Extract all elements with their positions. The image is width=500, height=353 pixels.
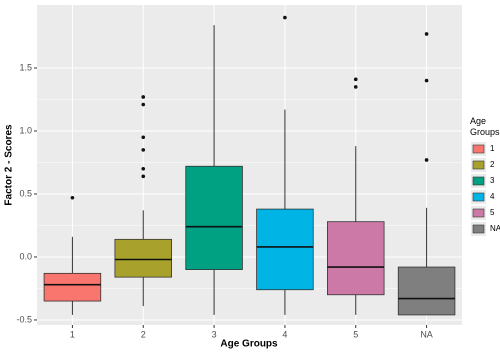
x-axis-label: Age Groups [220,339,278,350]
outlier [141,135,146,140]
legend-swatch [472,176,485,186]
box [114,238,172,278]
box [185,165,243,270]
legend-swatch [472,144,485,154]
x-tick-label: 2 [141,329,146,339]
legend-label: 1 [490,144,495,153]
outlier [141,166,146,171]
outlier [141,95,146,99]
x-tick-label: 1 [70,329,75,339]
y-tick-label: 1.5 [19,62,32,72]
outlier [424,32,429,36]
x-tick-label: 5 [353,329,358,339]
box [327,221,385,296]
outlier [141,102,146,107]
legend-swatch [472,160,485,170]
x-tick-label: 4 [282,329,287,339]
outlier [353,85,358,89]
legend-swatch [472,192,485,202]
legend-label: 4 [490,192,495,201]
box [43,272,102,302]
legend-label: 2 [490,160,495,169]
outlier [283,15,287,20]
outlier [424,78,429,83]
panel [37,5,462,325]
x-tick-label: 3 [212,329,217,339]
outlier [70,195,75,200]
legend-title: Age Groups [470,116,500,137]
outlier [141,148,146,152]
legend-swatch [472,208,485,218]
outlier [141,174,146,179]
y-tick-label: 1.0 [19,125,32,135]
box [397,266,456,316]
x-tick-label: NA [420,329,433,339]
y-tick-label: 0.5 [19,188,32,198]
y-tick-label: -0.5 [16,314,32,324]
y-axis-label: Factor 2 - Scores [4,124,15,206]
outlier [424,158,429,162]
outlier [353,77,358,82]
legend-swatch [472,224,485,234]
box [256,208,314,291]
legend-label: 5 [490,208,495,217]
y-tick-label: 0.0 [19,251,32,261]
legend-label: NA [490,224,500,233]
legend-label: 3 [490,176,495,185]
